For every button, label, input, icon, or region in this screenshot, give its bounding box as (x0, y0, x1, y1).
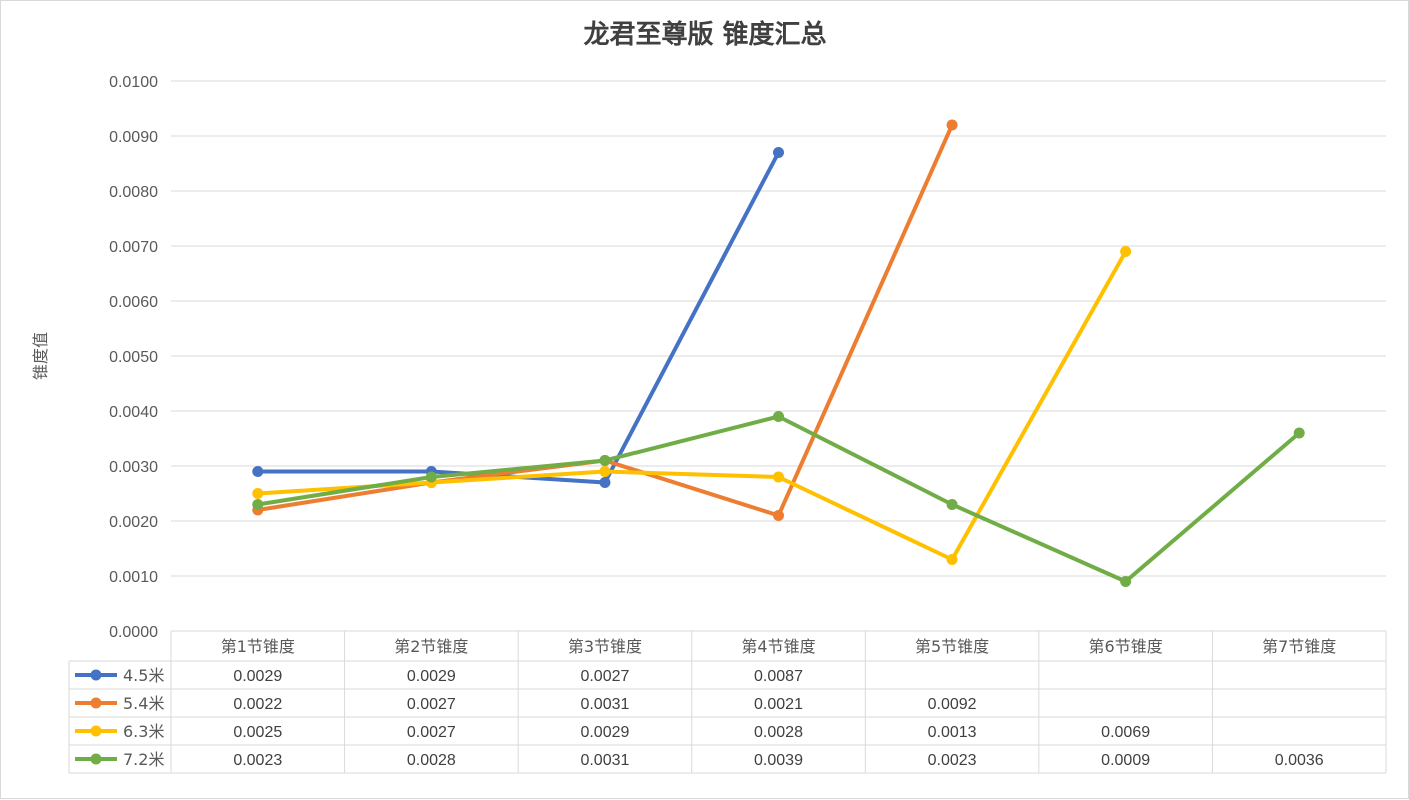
data-point (252, 466, 264, 477)
data-point (1120, 576, 1132, 587)
legend-key-marker (90, 725, 102, 737)
y-tick-label: 0.0020 (109, 514, 158, 531)
table-cell-value: 0.0031 (580, 752, 629, 769)
table-cell-value: 0.0029 (233, 668, 282, 685)
legend-key-marker (90, 697, 102, 709)
legend-key-marker (90, 669, 102, 681)
table-cell-value: 0.0028 (407, 752, 456, 769)
table-cell-value: 0.0021 (754, 696, 803, 713)
series-name: 4.5米 (123, 666, 164, 685)
y-tick-label: 0.0050 (109, 349, 158, 366)
x-category-label: 第3节锥度 (568, 637, 642, 656)
y-tick-label: 0.0030 (109, 459, 158, 476)
table-cell-value: 0.0029 (407, 668, 456, 685)
y-tick-label: 0.0060 (109, 294, 158, 311)
data-point (946, 554, 958, 565)
data-point (773, 510, 784, 521)
data-point (1120, 246, 1132, 257)
y-tick-label: 0.0090 (109, 129, 158, 146)
chart-title: 龙君至尊版 锥度汇总 (583, 19, 826, 50)
x-category-label: 第4节锥度 (741, 637, 815, 656)
y-tick-label: 0.0040 (109, 404, 158, 421)
table-cell-value: 0.0009 (1101, 752, 1150, 769)
table-cell-value: 0.0092 (928, 696, 977, 713)
data-point (252, 488, 264, 499)
data-point (1293, 427, 1305, 439)
table-cell-value: 0.0027 (407, 696, 456, 713)
table-cell-value: 0.0013 (928, 724, 977, 741)
series-line (257, 151, 781, 485)
table-cell-value: 0.0069 (1101, 724, 1150, 741)
gridlines (171, 80, 1386, 577)
table-cell-value: 0.0022 (233, 696, 282, 713)
data-point (773, 147, 784, 158)
table-cell-value: 0.0023 (233, 752, 282, 769)
data-point (946, 119, 958, 131)
y-axis-label: 锥度值 (31, 332, 50, 380)
table-cell-value: 0.0087 (754, 668, 803, 685)
series-name: 6.3米 (123, 722, 164, 741)
y-tick-label: 0.0080 (109, 184, 158, 201)
x-category-label: 第5节锥度 (915, 637, 989, 656)
table-cell-value: 0.0031 (580, 696, 629, 713)
table-cell-value: 0.0036 (1275, 752, 1324, 769)
data-point (599, 455, 611, 466)
x-category-label: 第6节锥度 (1089, 637, 1163, 656)
series-name: 7.2米 (123, 750, 164, 769)
x-category-label: 第7节锥度 (1262, 637, 1336, 656)
x-category-label: 第2节锥度 (394, 637, 468, 656)
data-point (773, 411, 784, 422)
table-cell-value: 0.0027 (407, 724, 456, 741)
series-line (257, 250, 1128, 562)
legend-key-marker (90, 753, 102, 765)
y-axis-ticks: 0.0000 0.0010 0.0020 0.0030 0.0040 0.0050 0.00… (109, 74, 158, 641)
table-cell-value: 0.0023 (928, 752, 977, 769)
data-table: 第1节锥度 第2节锥度 第3节锥度 第4节锥度 第5节锥度 第6节锥度 第7节锥度 4.5米 0… (68, 630, 1387, 774)
data-point (946, 499, 958, 510)
y-tick-label: 0.0000 (109, 624, 158, 641)
series-7.2米 (252, 411, 1305, 587)
data-point (252, 499, 264, 510)
x-category-label: 第1节锥度 (221, 637, 295, 656)
y-tick-label: 0.0010 (109, 569, 158, 586)
data-point (599, 477, 611, 488)
table-cell-value: 0.0028 (754, 724, 803, 741)
series-6.3米 (252, 246, 1132, 565)
series-name: 5.4米 (123, 694, 164, 713)
data-point (425, 471, 437, 483)
series-lines (252, 119, 1305, 587)
table-cell-value: 0.0039 (754, 752, 803, 769)
y-tick-label: 0.0100 (109, 74, 158, 91)
series-line (257, 414, 1301, 584)
table-cell-value: 0.0029 (580, 724, 629, 741)
table-cell-value: 0.0027 (580, 668, 629, 685)
y-tick-label: 0.0070 (109, 239, 158, 256)
data-point (773, 471, 784, 483)
data-point (599, 466, 611, 477)
table-cell-value: 0.0025 (233, 724, 282, 741)
